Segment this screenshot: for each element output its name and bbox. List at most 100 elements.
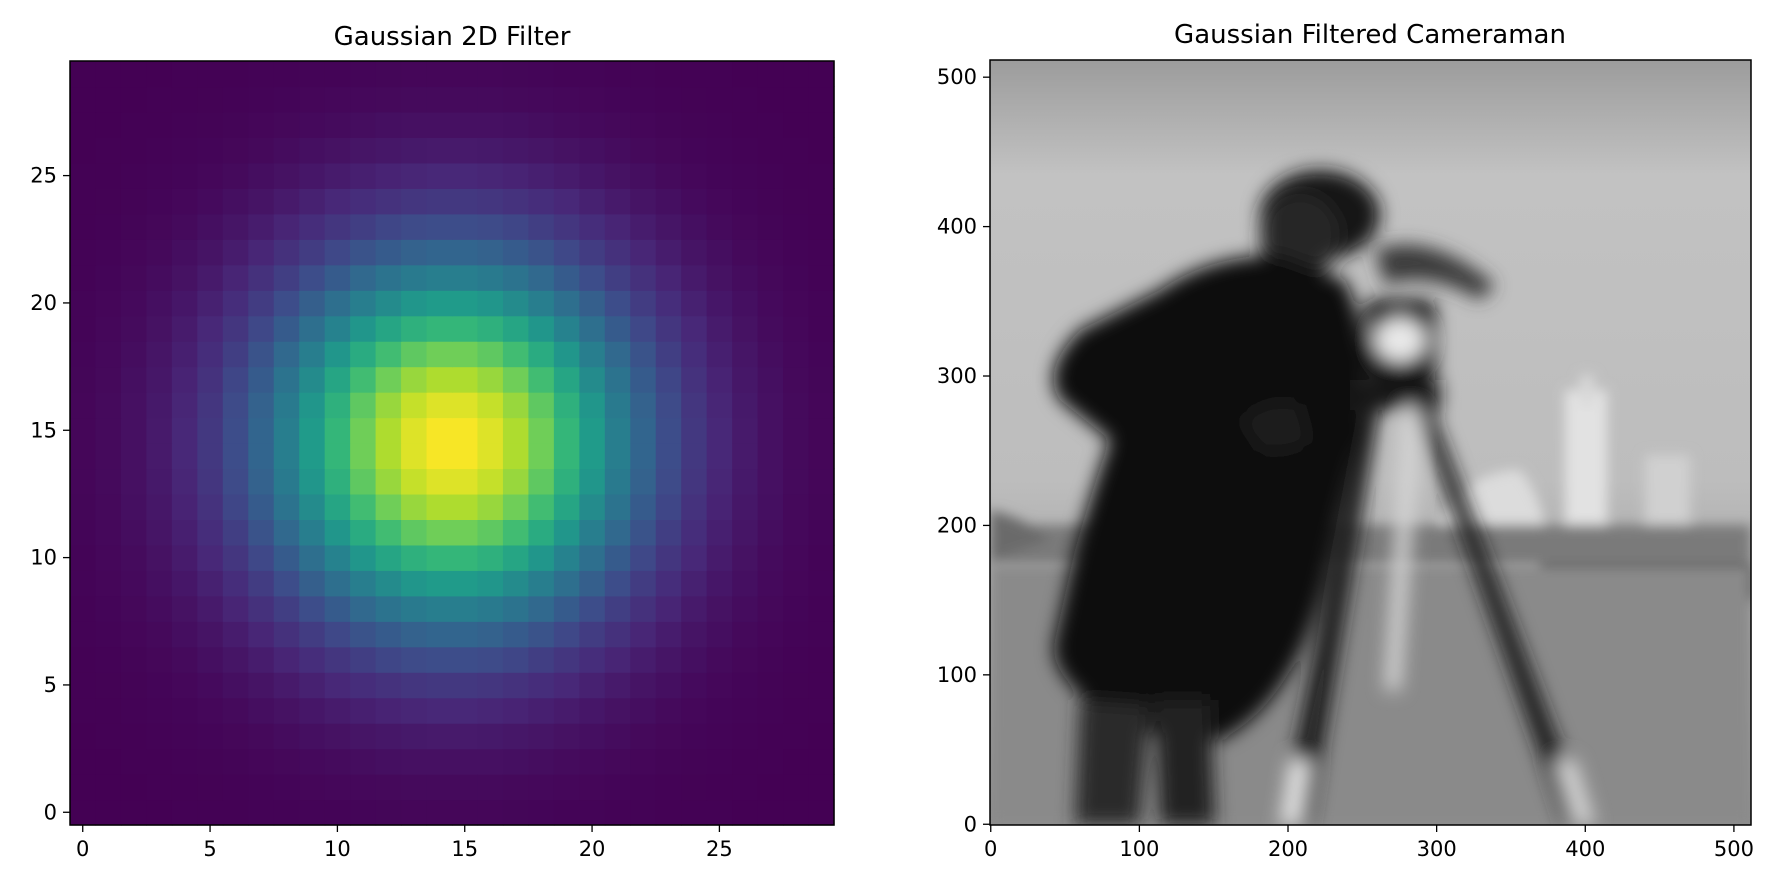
heatmap-cell <box>630 595 657 622</box>
heatmap-cell <box>248 519 275 546</box>
heatmap-cell <box>324 519 351 546</box>
heatmap-cell <box>604 239 631 266</box>
heatmap-cell <box>757 723 784 750</box>
heatmap-cell <box>477 239 504 266</box>
heatmap-cell <box>528 137 555 164</box>
heatmap-cell <box>95 366 122 393</box>
heatmap-cell <box>426 111 453 138</box>
heatmap-cell <box>171 672 198 699</box>
heatmap-cell <box>452 111 479 138</box>
heatmap-cell <box>171 315 198 342</box>
heatmap-cell <box>171 111 198 138</box>
heatmap-cell <box>452 290 479 317</box>
heatmap-cell <box>248 392 275 419</box>
heatmap-cell <box>248 723 275 750</box>
heatmap-cell <box>171 748 198 775</box>
heatmap-cell <box>95 86 122 113</box>
heatmap-cell <box>146 723 173 750</box>
heatmap-cell <box>324 290 351 317</box>
heatmap-cell <box>273 595 300 622</box>
heatmap-cell <box>655 468 682 495</box>
heatmap-cell <box>706 162 733 189</box>
x-tick-label: 100 <box>1119 837 1159 861</box>
heatmap-cell <box>502 239 529 266</box>
heatmap-cell <box>375 188 402 215</box>
heatmap-cell <box>630 570 657 597</box>
heatmap-cell <box>171 290 198 317</box>
heatmap-cell <box>757 493 784 520</box>
heatmap-cell <box>350 493 377 520</box>
heatmap-cell <box>630 723 657 750</box>
heatmap-cell <box>553 570 580 597</box>
heatmap-cell <box>95 137 122 164</box>
heatmap-cell <box>528 111 555 138</box>
heatmap-cell <box>681 213 708 240</box>
heatmap-cell <box>70 595 97 622</box>
x-tick-label: 5 <box>203 837 216 861</box>
heatmap-cell <box>502 570 529 597</box>
heatmap-cell <box>783 341 810 368</box>
heatmap-cell <box>273 213 300 240</box>
heatmap-cell <box>273 315 300 342</box>
y-tick-label: 5 <box>44 673 57 697</box>
heatmap-cell <box>732 443 759 470</box>
heatmap-cell <box>502 61 529 88</box>
heatmap-cell <box>477 468 504 495</box>
heatmap-cell <box>120 213 147 240</box>
heatmap-cell <box>732 774 759 801</box>
heatmap-cell <box>70 239 97 266</box>
heatmap-cell <box>426 493 453 520</box>
heatmap-cell <box>120 595 147 622</box>
heatmap-cell <box>350 748 377 775</box>
heatmap-cell <box>502 392 529 419</box>
heatmap-cell <box>808 188 835 215</box>
heatmap-cell <box>299 366 326 393</box>
x-tick-label: 300 <box>1417 837 1457 861</box>
heatmap-cell <box>630 621 657 648</box>
heatmap-cell <box>222 366 249 393</box>
heatmap-cell <box>502 213 529 240</box>
x-tick-label: 500 <box>1714 837 1754 861</box>
heatmap-cell <box>324 468 351 495</box>
heatmap-cell <box>732 646 759 673</box>
heatmap-cell <box>502 111 529 138</box>
heatmap-cell <box>783 315 810 342</box>
y-tick-label: 300 <box>937 364 977 388</box>
heatmap-cell <box>146 799 173 826</box>
heatmap-cell <box>655 239 682 266</box>
heatmap-cell <box>197 417 224 444</box>
heatmap-cell <box>70 86 97 113</box>
heatmap-cell <box>553 264 580 291</box>
heatmap-cell <box>502 86 529 113</box>
heatmap-cell <box>681 137 708 164</box>
heatmap-cell <box>528 366 555 393</box>
heatmap-cell <box>375 672 402 699</box>
heatmap-cell <box>477 392 504 419</box>
heatmap-cell <box>604 723 631 750</box>
heatmap-cell <box>146 443 173 470</box>
heatmap-cell <box>299 392 326 419</box>
heatmap-cell <box>95 417 122 444</box>
heatmap-cell <box>783 519 810 546</box>
heatmap-cell <box>655 443 682 470</box>
heatmap-cell <box>146 213 173 240</box>
heatmap-cell <box>808 646 835 673</box>
heatmap-cell <box>299 213 326 240</box>
heatmap-cell <box>452 392 479 419</box>
heatmap-cell <box>757 519 784 546</box>
heatmap-cell <box>299 468 326 495</box>
heatmap-cell <box>95 723 122 750</box>
heatmap-cell <box>630 646 657 673</box>
heatmap-cell <box>681 468 708 495</box>
heatmap-cell <box>783 162 810 189</box>
heatmap-cell <box>171 595 198 622</box>
heatmap-cell <box>299 519 326 546</box>
heatmap-cell <box>426 646 453 673</box>
heatmap-cell <box>783 748 810 775</box>
heatmap-cell <box>477 162 504 189</box>
heatmap-cell <box>70 493 97 520</box>
heatmap-cell <box>732 188 759 215</box>
heatmap-cell <box>350 697 377 724</box>
heatmap-cell <box>146 595 173 622</box>
heatmap-cell <box>273 111 300 138</box>
